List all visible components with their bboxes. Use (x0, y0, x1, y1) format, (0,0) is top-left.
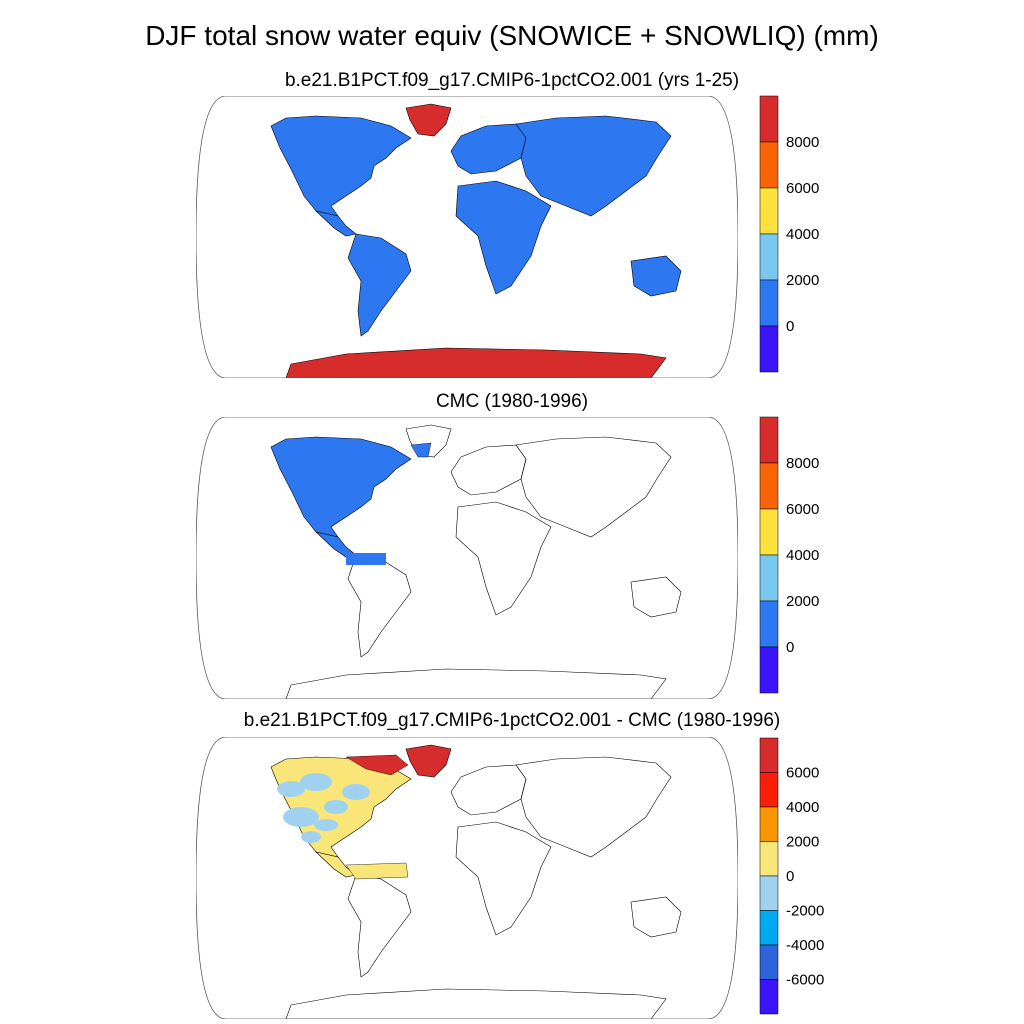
colorbar-bin (759, 416, 779, 464)
panel-3-title: b.e21.B1PCT.f09_g17.CMIP6-1pctCO2.001 - … (243, 710, 781, 731)
map-frame (196, 737, 738, 1019)
colorbar-bin (759, 600, 779, 648)
land-namerica (270, 115, 412, 217)
colorbar-label: 6000 (786, 180, 819, 197)
colorbar-label: 2000 (786, 593, 819, 610)
colorbar-label: 2000 (786, 834, 819, 851)
colorbar-bin (759, 95, 779, 143)
land-asia (515, 436, 672, 538)
land-namerica (270, 436, 412, 538)
figure-title: DJF total snow water equiv (SNOWICE + SN… (145, 20, 879, 51)
land-samerica (347, 554, 412, 658)
panel-1-colorbar: 8000 6000 4000 2000 0 (759, 95, 819, 373)
land-antarctica (285, 988, 667, 1019)
colorbar-bin (759, 462, 779, 510)
colorbar-bin (759, 646, 779, 694)
colorbar-bin (759, 979, 779, 1015)
land-africa (455, 821, 552, 936)
diff-blob-6 (314, 819, 338, 831)
colorbar-bin (759, 325, 779, 373)
land-africa (455, 501, 552, 616)
land-asia (515, 756, 672, 858)
caribbean-patch (345, 862, 409, 880)
colorbar-bin (759, 944, 779, 980)
colorbar-bin (759, 910, 779, 946)
colorbar-bin (759, 508, 779, 556)
colorbar-label: -6000 (786, 972, 824, 989)
caribbean-patch (346, 553, 386, 565)
land-samerica (347, 874, 412, 978)
colorbar-label: 6000 (786, 765, 819, 782)
land-greenland (405, 744, 452, 778)
land-australia (630, 255, 682, 297)
colorbar-label: 0 (786, 318, 794, 335)
colorbar-label: 4000 (786, 799, 819, 816)
colorbar-label: 4000 (786, 226, 819, 243)
colorbar-label: 4000 (786, 547, 819, 564)
colorbar-label: -4000 (786, 937, 824, 954)
colorbar-label: 6000 (786, 501, 819, 518)
map-frame (196, 417, 738, 699)
colorbar-label: 0 (786, 639, 794, 656)
panel-2-title: CMC (1980-1996) (435, 391, 589, 412)
land-africa (455, 180, 552, 295)
colorbar-bin (759, 233, 779, 281)
panel-2-map (196, 417, 738, 699)
land-antarctica (285, 668, 667, 699)
colorbar-label: 8000 (786, 134, 819, 151)
colorbar-bin (759, 737, 779, 773)
panel-1-title: b.e21.B1PCT.f09_g17.CMIP6-1pctCO2.001 (y… (284, 70, 740, 91)
diff-blob-4 (342, 784, 370, 800)
arctic-islands (345, 754, 409, 776)
colorbar-bin (759, 875, 779, 911)
diff-blob-1 (300, 773, 332, 791)
land-asia (515, 115, 672, 217)
colorbar-label: 8000 (786, 455, 819, 472)
map-frame (196, 96, 738, 378)
colorbar-bin (759, 141, 779, 189)
diff-blob-2 (283, 807, 319, 827)
colorbar-label: 0 (786, 868, 794, 885)
land-australia (630, 576, 682, 618)
land-greenland (405, 103, 452, 137)
panel-3-colorbar: 6000 4000 2000 0 -2000 -4000 -6000 (759, 737, 824, 1015)
colorbar-bin (759, 279, 779, 327)
colorbar-bin (759, 841, 779, 877)
colorbar-bin (759, 187, 779, 235)
land-antarctica (285, 347, 667, 378)
colorbar-bin (759, 806, 779, 842)
greenland-edge-patch (410, 442, 432, 458)
diff-blob-0 (277, 781, 305, 797)
colorbar-label: -2000 (786, 903, 824, 920)
panel-3-map (196, 737, 738, 1019)
panel-2-colorbar: 8000 6000 4000 2000 0 (759, 416, 819, 694)
land-greenland (405, 424, 452, 458)
panel-1-map (196, 96, 738, 378)
diff-blob-5 (301, 831, 321, 843)
diff-blob-3 (324, 800, 348, 814)
colorbar-label: 2000 (786, 272, 819, 289)
colorbar-bin (759, 772, 779, 808)
land-samerica (347, 233, 412, 337)
colorbar-bin (759, 554, 779, 602)
land-australia (630, 896, 682, 938)
